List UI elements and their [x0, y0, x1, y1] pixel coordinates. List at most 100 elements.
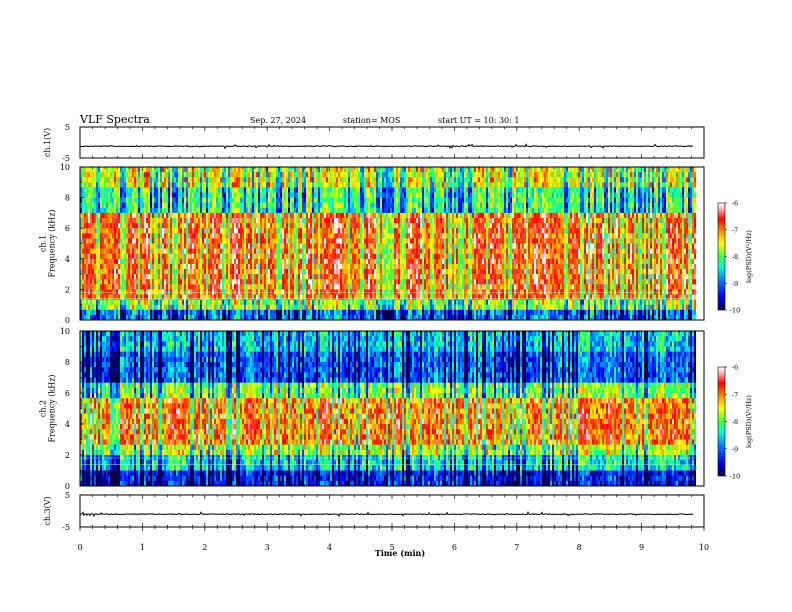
ch1-spectrogram-cell [332, 309, 334, 316]
ch1-spectrogram-cell [384, 167, 386, 173]
ch1-spectrogram-cell [342, 309, 344, 316]
ch1-spectrogram-cell [216, 269, 218, 275]
ch1-spectrogram-cell [152, 314, 154, 321]
ch1-spectrogram-cell [310, 177, 312, 183]
ch1-spectrogram-cell [98, 263, 100, 270]
ch1-spectrogram-cell [234, 279, 236, 285]
ch1-spectrogram-cell [290, 187, 292, 193]
ch1-spectrogram-cell [168, 253, 170, 260]
ch1-spectrogram-cell [92, 248, 94, 254]
ch1-spectrogram-cell [286, 289, 288, 295]
ch1-spectrogram-cell [308, 299, 310, 305]
ch1-spectrogram-cell [176, 269, 178, 275]
ch1-spectrogram-cell [192, 258, 194, 265]
ch1-spectrogram-cell [364, 258, 366, 265]
ch1-spectrogram-cell [354, 289, 356, 295]
ch1-spectrogram-cell [274, 269, 276, 275]
ch1-spectrogram-cell [320, 258, 322, 265]
ch1-spectrogram-cell [218, 223, 220, 229]
ch1-spectrogram-cell [302, 274, 304, 280]
ch1-spectrogram-cell [90, 253, 92, 260]
ch1-spectrogram-cell [212, 177, 214, 183]
ch1-spectrogram-cell [236, 172, 238, 178]
ch1-spectrogram-cell [392, 202, 394, 209]
ch1-spectrogram-cell [254, 238, 256, 244]
ch1-spectrogram-cell [162, 192, 164, 198]
ch1-spectrogram-cell [292, 263, 294, 270]
ch1-spectrogram-cell [388, 172, 390, 178]
ch1-spectrogram-cell [334, 309, 336, 316]
ch1-spectrogram-cell [380, 314, 382, 321]
ch1-spectrogram-cell [236, 182, 238, 188]
ch1-spectrogram-cell [102, 243, 104, 249]
ch1-spectrogram-cell [264, 284, 266, 290]
ch1-spectrogram-cell [110, 218, 112, 224]
ch1-spectrogram-cell [172, 167, 174, 173]
ch1-spectrogram-cell [330, 309, 332, 316]
ch1-spectrogram-cell [100, 243, 102, 249]
ch1-spectrogram-cell [300, 223, 302, 229]
ch1-spectrogram-cell [290, 233, 292, 239]
ch1-spectrogram-cell [150, 238, 152, 244]
ch1-spectrogram-cell [292, 182, 294, 188]
ch1-spectrogram-cell [376, 314, 378, 321]
ch1-spectrogram-cell [98, 299, 100, 305]
ch1-spectrogram-cell [208, 202, 210, 209]
ch1-spectrogram-cell [172, 202, 174, 209]
ch1-spectrogram-cell [172, 248, 174, 254]
ch1-spectrogram-cell [338, 279, 340, 285]
ch1-spectrogram-cell [280, 218, 282, 224]
ch1-spectrogram-cell [214, 294, 216, 300]
ch1-spectrogram-cell [262, 223, 264, 229]
ch1-spectrogram-cell [366, 223, 368, 229]
ch1-spectrogram-cell [250, 279, 252, 285]
ch1-spectrogram-cell [302, 207, 304, 214]
ch1-spectrogram-cell [326, 243, 328, 249]
ch1-spectrogram-cell [384, 238, 386, 244]
ch1-spectrogram-cell [266, 233, 268, 239]
ch1-spectrogram-cell [384, 243, 386, 249]
ch1-spectrogram-cell [318, 299, 320, 305]
ch1-spectrogram-cell [286, 187, 288, 193]
ch1-spectrogram-cell [108, 304, 110, 311]
ch1-spectrogram-cell [314, 228, 316, 234]
ch1-spectrogram-cell [294, 177, 296, 183]
ch1-spectrogram-cell [390, 314, 392, 321]
ch1-spectrogram-cell [180, 182, 182, 188]
ch1-spectrogram-cell [234, 182, 236, 188]
ch1-spectrogram-cell [134, 314, 136, 321]
ch1-spectrogram-cell [164, 253, 166, 260]
ch1-spectrogram-cell [280, 314, 282, 321]
ch1-spectrogram-cell [230, 309, 232, 316]
ch1-spectrogram-cell [382, 172, 384, 178]
ch1-spectrogram-cell [154, 207, 156, 214]
ch1-spectrogram-cell [90, 212, 92, 219]
ch1-spectrogram-cell [258, 289, 260, 295]
ch1-spectrogram-cell [378, 187, 380, 193]
ch1-spectrogram-cell [378, 279, 380, 285]
ch1-spectrogram-cell [310, 182, 312, 188]
ch1-spectrogram-cell [324, 314, 326, 321]
ch1-spectrogram-cell [318, 258, 320, 265]
ch1-spectrogram-cell [128, 258, 130, 265]
ch1-spectrogram-cell [352, 192, 354, 198]
ch1-spectrogram-cell [378, 172, 380, 178]
ch1-spectrogram-cell [230, 248, 232, 254]
ch1-spectrogram-cell [276, 243, 278, 249]
ch1-spectrogram-cell [226, 258, 228, 265]
ch1-spectrogram-cell [148, 182, 150, 188]
ch1-spectrogram-cell [300, 187, 302, 193]
ch1-spectrogram-cell [292, 258, 294, 265]
ch1-spectrogram-cell [338, 238, 340, 244]
ch1-spectrogram-cell [256, 202, 258, 209]
ch1-spectrogram-cell [156, 304, 158, 311]
ch1-spectrogram-cell [310, 167, 312, 173]
ch1-spectrogram-cell [110, 202, 112, 209]
ch1-spectrogram-cell [124, 243, 126, 249]
ch1-spectrogram-cell [326, 172, 328, 178]
ch1-spectrogram-cell [382, 223, 384, 229]
ch1-spectrogram-cell [260, 294, 262, 300]
ch1-spectrogram-cell [294, 228, 296, 234]
ch1-spectrogram-cell [340, 238, 342, 244]
ch1-spectrogram-cell [316, 202, 318, 209]
